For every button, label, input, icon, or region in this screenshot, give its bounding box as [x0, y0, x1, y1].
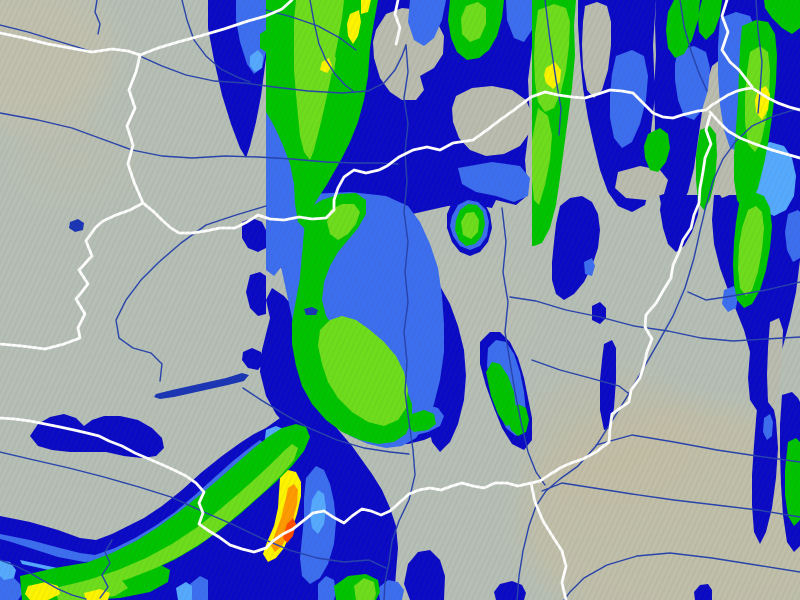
precip-blob-level-1: [242, 348, 264, 370]
lake-balaton: [154, 373, 249, 399]
precip-blob-level-7: [271, 484, 298, 552]
precip-blob-level-5: [294, 0, 344, 160]
lakes-layer: [69, 219, 318, 399]
precip-blob-level-1: [600, 340, 616, 430]
precip-blob-level-6: [320, 58, 332, 73]
precip-blob-level-5: [318, 316, 408, 426]
lake-ferto: [69, 219, 84, 232]
precip-blob-level-6: [84, 589, 110, 600]
river-line: [99, 539, 113, 599]
precip-blob-level-1: [246, 272, 266, 316]
country-border-line: [0, 201, 145, 351]
precip-blob-level-5: [327, 204, 360, 240]
precip-blob-level-4: [260, 30, 266, 52]
precip-blob-level-5: [738, 206, 764, 296]
river-line: [242, 387, 410, 455]
country-border-line: [0, 416, 268, 554]
country-border-line: [138, 0, 294, 57]
river-line: [0, 24, 91, 52]
precip-blob-level-2: [506, 0, 532, 42]
river-line: [0, 451, 387, 569]
river-line: [679, 0, 708, 92]
terrain-clear-patch: [767, 318, 783, 410]
precip-blob-level-6: [347, 10, 361, 44]
precip-blob-level-4: [764, 0, 800, 34]
terrain-clear-patch: [582, 2, 611, 98]
precip-blob-level-4: [644, 128, 670, 172]
river-line: [541, 482, 800, 518]
precip-blob-level-5: [532, 108, 552, 205]
river-line: [531, 359, 629, 394]
precip-blob-level-2: [675, 46, 710, 120]
precip-blob-level-3: [176, 582, 192, 600]
precip-blob-level-5: [461, 2, 486, 42]
country-border-line: [720, 0, 754, 89]
river-line: [181, 0, 251, 83]
country-border-line: [264, 113, 713, 550]
precip-blob-level-5: [55, 578, 128, 600]
country-border-line: [125, 53, 145, 205]
river-line: [0, 112, 399, 165]
terrain-holes-layer: [373, 2, 783, 410]
river-line: [383, 44, 416, 600]
precip-blob-level-2: [190, 576, 208, 600]
precip-blob-level-1: [404, 550, 445, 600]
river-line: [501, 207, 546, 486]
river-line: [563, 552, 800, 600]
river-line: [595, 434, 800, 463]
precip-blob-level-2: [0, 574, 22, 600]
river-line: [309, 0, 354, 92]
river-line: [141, 44, 407, 94]
precip-blob-level-2: [763, 414, 773, 440]
country-border-line: [393, 0, 402, 46]
terrain-clear-patch: [452, 86, 532, 156]
precip-blob-level-4: [508, 404, 529, 436]
precip-blob-level-2: [408, 0, 446, 46]
river-line: [516, 107, 800, 600]
precip-blob-level-4: [404, 410, 436, 432]
terrain-clear-patch: [615, 166, 668, 200]
country-border-line: [708, 110, 800, 160]
river-line: [94, 0, 101, 35]
country-border-line: [141, 86, 800, 235]
precip-blob-level-3: [250, 50, 263, 72]
precip-blob-level-1: [592, 302, 606, 324]
precip-blob-level-6: [361, 0, 371, 14]
mountain-shade: [10, 115, 130, 205]
precip-blob-level-5: [461, 212, 479, 239]
lake-velence: [304, 307, 318, 315]
river-line: [0, 559, 87, 600]
country-border-line: [0, 31, 142, 57]
river-line: [687, 281, 800, 301]
precip-blob-level-4: [28, 424, 310, 600]
precip-blob-level-2: [722, 286, 738, 312]
precip-blob-level-4: [698, 0, 722, 40]
precip-blob-level-2: [318, 576, 336, 600]
precip-blob-level-5: [354, 578, 376, 600]
river-line: [115, 205, 267, 382]
country-border-line: [529, 481, 568, 600]
river-line: [265, 9, 357, 51]
precip-blob-level-2: [610, 50, 648, 148]
precip-blob-level-2: [584, 258, 595, 276]
river-line: [544, 0, 562, 136]
precip-blob-level-4: [666, 0, 700, 58]
river-line: [509, 296, 800, 342]
precip-blob-level-6: [25, 582, 60, 600]
river-line: [755, 0, 763, 114]
precip-blob-level-2: [785, 210, 800, 262]
precip-blob-level-2: [458, 162, 530, 202]
precip-blob-level-4: [486, 362, 516, 426]
precip-blob-level-1: [694, 584, 712, 600]
precip-blob-level-1: [242, 218, 266, 252]
